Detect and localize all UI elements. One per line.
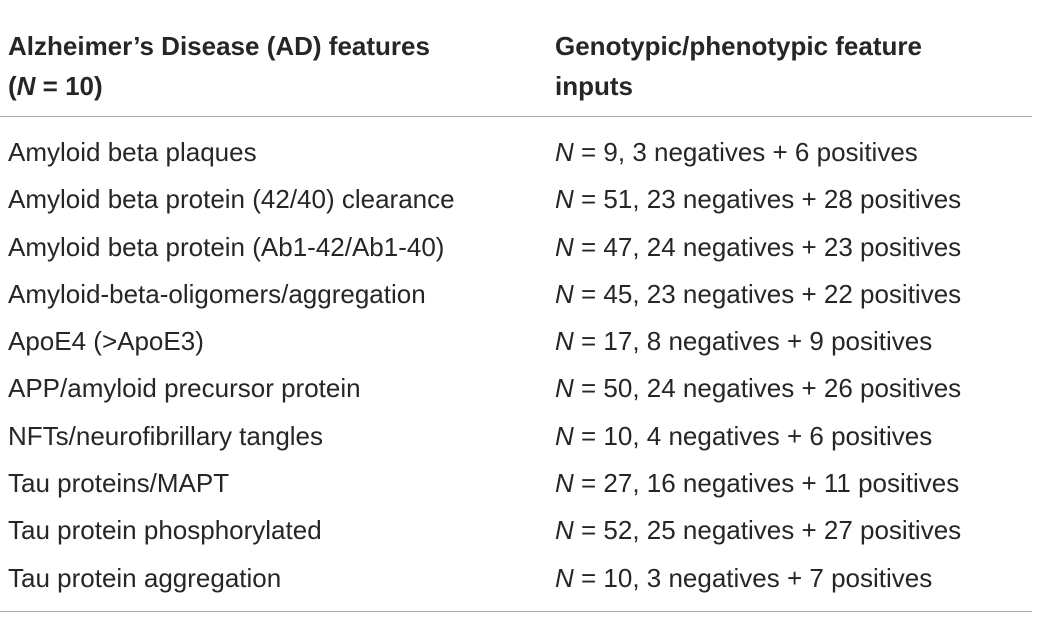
header-ad-features-line1: Alzheimer’s Disease (AD) features (8, 31, 430, 61)
feature-cell: APP/amyloid precursor protein (8, 373, 361, 404)
table-row: Tau proteins/MAPT N = 27, 16 negatives +… (0, 460, 1040, 507)
table-row: Tau protein phosphorylated N = 52, 25 ne… (0, 507, 1040, 554)
inputs-cell: N = 50, 24 negatives + 26 positives (555, 365, 961, 412)
n-variable: N (555, 326, 574, 357)
header-divider (0, 116, 1032, 117)
table-row: Amyloid beta protein (42/40) clearance N… (0, 176, 1040, 223)
inputs-text: = 50, 24 negatives + 26 positives (573, 373, 962, 404)
header-ad-features: Alzheimer’s Disease (AD) features (N = 1… (8, 26, 528, 106)
n-variable: N (555, 137, 574, 167)
inputs-text: = 47, 24 negatives + 23 positives (573, 231, 962, 262)
n-variable: N (555, 468, 574, 499)
table-row: Amyloid beta plaques N = 9, 3 negatives … (0, 129, 1040, 176)
feature-cell: Amyloid beta plaques (8, 137, 257, 167)
feature-cell: Tau protein aggregation (8, 562, 282, 593)
inputs-text: = 52, 25 negatives + 27 positives (573, 515, 962, 546)
table-header: Alzheimer’s Disease (AD) features (N = 1… (0, 26, 1040, 106)
table-row: ApoE4 (>ApoE3) N = 17, 8 negatives + 9 p… (0, 318, 1040, 365)
n-variable: N (555, 231, 574, 262)
table-bottom-rule (0, 611, 1032, 612)
inputs-text: = 51, 23 negatives + 28 positives (573, 184, 962, 215)
n-variable: N (555, 515, 574, 546)
header-open-paren: ( (8, 71, 17, 101)
feature-cell: Tau protein phosphorylated (8, 515, 322, 546)
n-variable: N (555, 278, 574, 309)
n-variable: N (555, 184, 574, 215)
inputs-text: = 10, 3 negatives + 7 positives (573, 562, 933, 593)
header-n-variable: N (16, 71, 36, 101)
inputs-cell: N = 9, 3 negatives + 6 positives (555, 129, 918, 176)
inputs-text: = 27, 16 negatives + 11 positives (573, 468, 960, 499)
inputs-text: = 10, 4 negatives + 6 positives (573, 420, 933, 451)
inputs-cell: N = 17, 8 negatives + 9 positives (555, 318, 932, 365)
header-feature-inputs: Genotypic/phenotypic feature inputs (555, 26, 1015, 106)
table-row: Amyloid beta protein (Ab1-42/Ab1-40) N =… (0, 224, 1040, 271)
table-row: APP/amyloid precursor protein N = 50, 24… (0, 365, 1040, 412)
header-ad-features-line2: (N = 10) (8, 66, 528, 106)
inputs-cell: N = 10, 4 negatives + 6 positives (555, 413, 932, 460)
inputs-cell: N = 10, 3 negatives + 7 positives (555, 555, 932, 602)
inputs-text: = 17, 8 negatives + 9 positives (573, 326, 933, 357)
feature-cell: Amyloid beta protein (42/40) clearance (8, 184, 455, 215)
header-feature-inputs-line2: inputs (555, 71, 633, 101)
inputs-text: = 9, 3 negatives + 6 positives (573, 137, 918, 167)
table-row: NFTs/neurofibrillary tangles N = 10, 4 n… (0, 413, 1040, 460)
header-n-count: = 10) (35, 71, 103, 101)
table-row: Amyloid-beta-oligomers/aggregation N = 4… (0, 271, 1040, 318)
inputs-cell: N = 51, 23 negatives + 28 positives (555, 176, 961, 223)
inputs-cell: N = 47, 24 negatives + 23 positives (555, 224, 961, 271)
inputs-cell: N = 27, 16 negatives + 11 positives (555, 460, 959, 507)
n-variable: N (555, 420, 574, 451)
inputs-cell: N = 52, 25 negatives + 27 positives (555, 507, 961, 554)
n-variable: N (555, 373, 574, 404)
feature-cell: Amyloid beta protein (Ab1-42/Ab1-40) (8, 231, 445, 262)
feature-cell: Amyloid-beta-oligomers/aggregation (8, 278, 426, 309)
feature-cell: Tau proteins/MAPT (8, 468, 230, 499)
inputs-text: = 45, 23 negatives + 22 positives (573, 278, 962, 309)
feature-cell: NFTs/neurofibrillary tangles (8, 420, 324, 451)
n-variable: N (555, 562, 574, 593)
feature-cell: ApoE4 (>ApoE3) (8, 326, 204, 357)
header-feature-inputs-line1: Genotypic/phenotypic feature (555, 31, 922, 61)
table-row: Tau protein aggregation N = 10, 3 negati… (0, 555, 1040, 602)
inputs-cell: N = 45, 23 negatives + 22 positives (555, 271, 961, 318)
table-body: Amyloid beta plaques N = 9, 3 negatives … (0, 129, 1040, 602)
